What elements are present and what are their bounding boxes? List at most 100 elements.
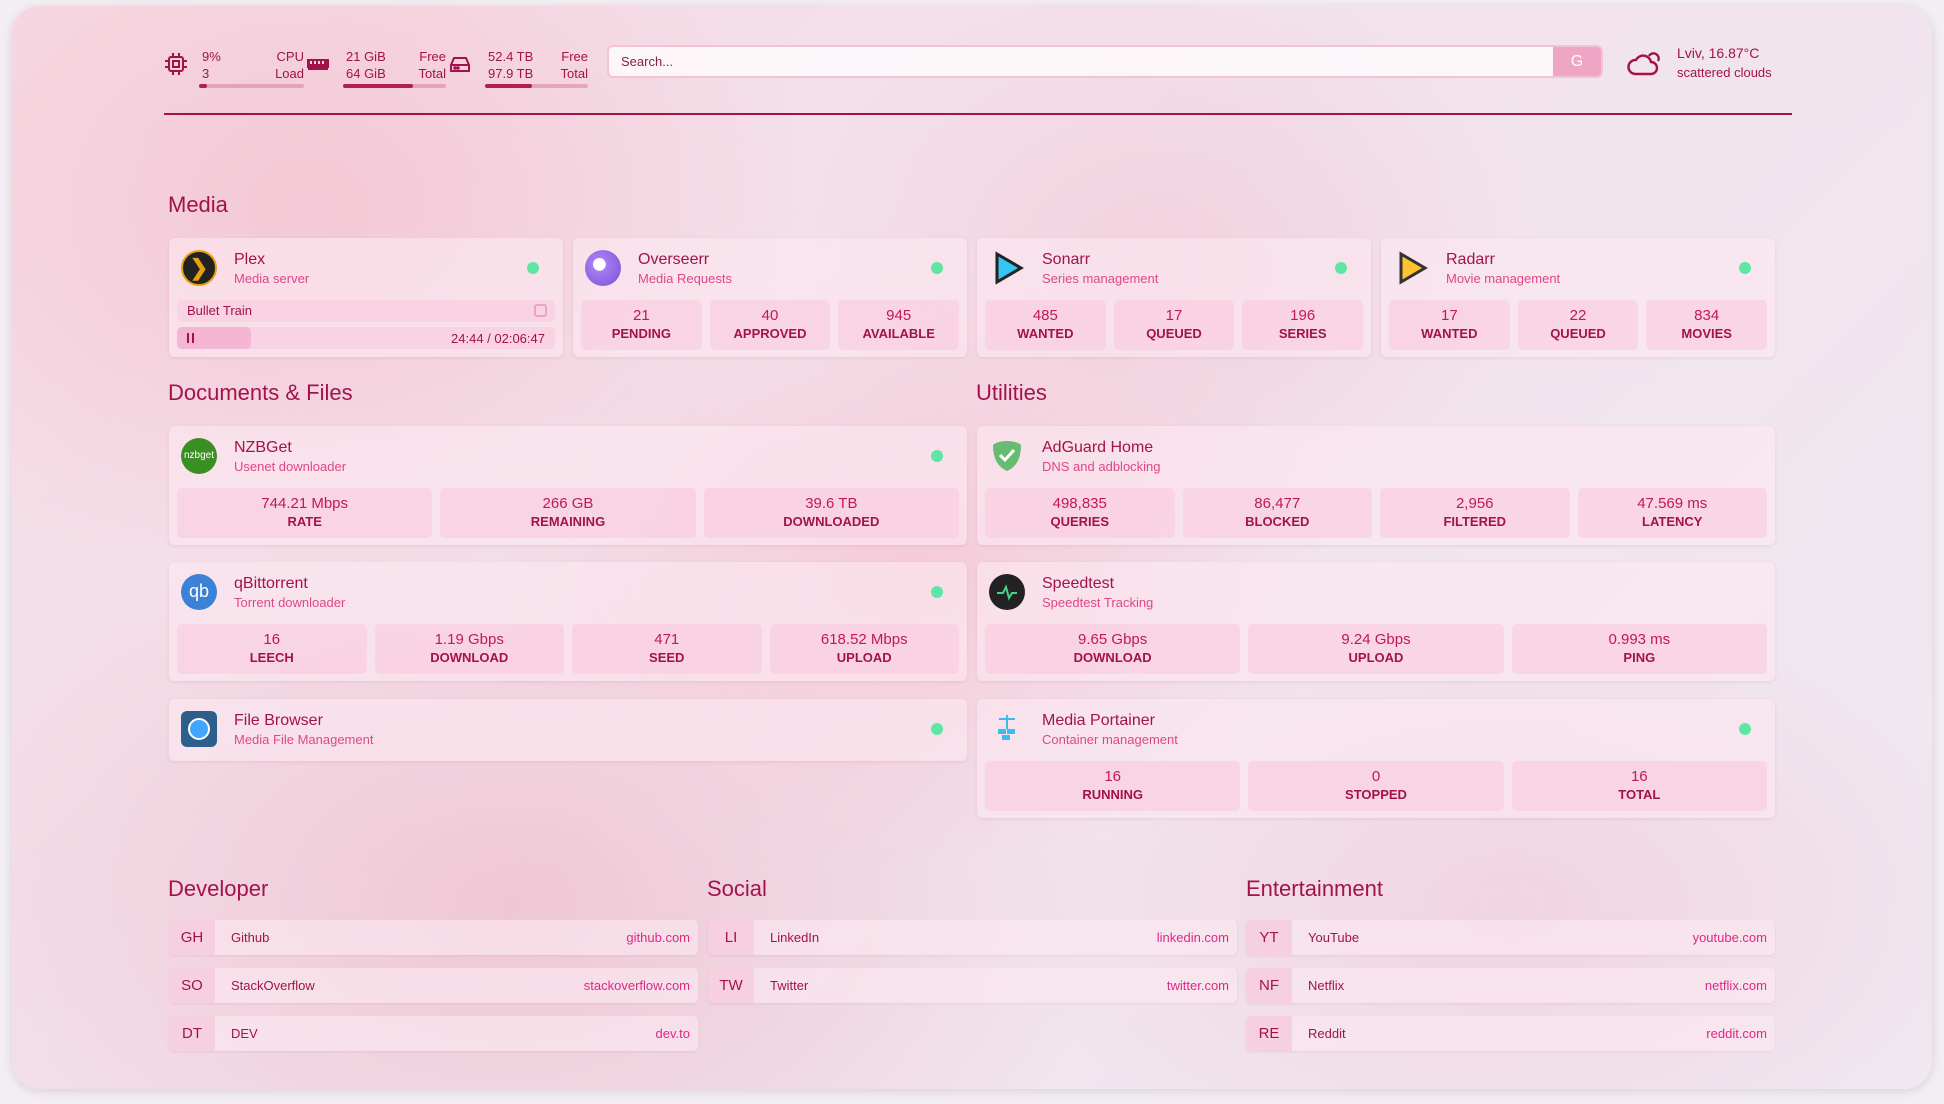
memory-total: 64 GiB: [346, 66, 386, 81]
stat-value: 618.52 Mbps: [820, 631, 908, 648]
portainer-icon: [989, 711, 1025, 747]
memory-bar-fill: [343, 84, 414, 88]
bookmark-netflix[interactable]: NF Netflix netflix.com: [1246, 968, 1775, 1003]
service-description: Speedtest Tracking: [1042, 595, 1154, 610]
cpu-icon: [165, 53, 187, 75]
stat-box: 945 AVAILABLE: [838, 300, 960, 350]
bookmark-url: twitter.com: [1166, 978, 1229, 993]
service-name[interactable]: AdGuard Home: [1042, 439, 1154, 456]
adguard-icon: [989, 438, 1025, 474]
stat-box: 16 RUNNING: [985, 761, 1241, 811]
bookmark-name: YouTube: [1308, 930, 1360, 945]
service-description: Series management: [1042, 271, 1159, 286]
bookmark-youtube[interactable]: YT YouTube youtube.com: [1246, 920, 1775, 955]
section-title-media: Media: [168, 192, 228, 217]
stat-label: REMAINING: [530, 514, 606, 529]
stat-value: 266 GB: [542, 495, 594, 512]
stat-label: LEECH: [249, 650, 294, 665]
bookmark-name: StackOverflow: [231, 978, 315, 993]
stat-box: 744.21 Mbps RATE: [177, 488, 433, 538]
section-title-developer: Developer: [168, 876, 269, 901]
service-name[interactable]: NZBGet: [234, 439, 292, 456]
service-card[interactable]: Media Portainer Container management 16 RUN…: [977, 699, 1775, 818]
service-card[interactable]: ❯ Plex Media server Bullet Train 24:44 / 02:…: [169, 238, 563, 357]
cpu-usage: 9%: [202, 49, 221, 64]
service-card[interactable]: qb qBittorrent Torrent downloader 16 LEECH 1.…: [169, 562, 967, 681]
stat-value: 16: [1104, 768, 1121, 785]
bookmark-abbreviation: DT: [169, 1016, 215, 1051]
stat-label: PING: [1623, 650, 1656, 665]
stat-value: 485: [1032, 307, 1058, 324]
service-stats: 744.21 Mbps RATE 266 GB REMAINING 39.6 TB DOW…: [177, 488, 959, 538]
bookmark-abbreviation: TW: [708, 968, 754, 1003]
service-name[interactable]: Radarr: [1446, 251, 1495, 268]
service-description: Media server: [234, 271, 310, 286]
stat-value: 86,477: [1254, 495, 1301, 512]
service-card[interactable]: Overseerr Media Requests 21 PENDING 40 APPROV…: [573, 238, 967, 357]
service-card[interactable]: Sonarr Series management 485 WANTED 17 QUEUED…: [977, 238, 1371, 357]
service-card[interactable]: AdGuard Home DNS and adblocking 498,835 QUE…: [977, 426, 1775, 545]
search-input[interactable]: [609, 47, 1539, 76]
stat-label: BLOCKED: [1245, 514, 1310, 529]
disk-widget: 52.4 TB 97.9 TB Free Total: [448, 42, 588, 90]
stat-box: 16 LEECH: [177, 624, 367, 674]
plex-icon: ❯: [181, 250, 217, 286]
service-name[interactable]: Speedtest: [1042, 575, 1115, 592]
stat-value: 39.6 TB: [805, 495, 858, 512]
service-card[interactable]: nzbget NZBGet Usenet downloader 744.21 Mbps…: [169, 426, 967, 545]
bookmark-linkedin[interactable]: LI LinkedIn linkedin.com: [708, 920, 1237, 955]
service-name[interactable]: qBittorrent: [234, 575, 308, 592]
stat-value: 22: [1569, 307, 1587, 324]
service-name[interactable]: File Browser: [234, 712, 323, 729]
stat-label: UPLOAD: [1348, 650, 1404, 665]
service-card[interactable]: File Browser Media File Management: [169, 699, 967, 761]
service-name[interactable]: Overseerr: [638, 251, 710, 268]
stat-value: 9.65 Gbps: [1078, 631, 1148, 648]
stat-label: MOVIES: [1681, 326, 1732, 341]
section-title-social: Social: [707, 876, 767, 901]
stat-label: QUERIES: [1050, 514, 1109, 529]
bookmark-twitter[interactable]: TW Twitter twitter.com: [708, 968, 1237, 1003]
disk-free: 52.4 TB: [488, 49, 534, 64]
bookmark-reddit[interactable]: RE Reddit reddit.com: [1246, 1016, 1775, 1051]
section-title-utilities: Utilities: [976, 380, 1047, 405]
stat-value: 16: [263, 631, 281, 648]
bookmark-abbreviation: NF: [1246, 968, 1292, 1003]
bookmark-name: LinkedIn: [770, 930, 820, 945]
service-name[interactable]: Media Portainer: [1042, 712, 1155, 729]
stat-value: 498,835: [1052, 495, 1107, 512]
stat-label: RATE: [287, 514, 322, 529]
status-indicator: [931, 262, 943, 274]
stat-value: 16: [1630, 768, 1648, 785]
stat-box: 17 QUEUED: [1113, 300, 1235, 350]
cpu-load: 3: [202, 66, 210, 81]
service-description: Media File Management: [234, 732, 374, 747]
stat-label: AVAILABLE: [862, 326, 935, 341]
stat-value: 17: [1165, 307, 1183, 324]
bookmark-abbreviation: YT: [1246, 920, 1292, 955]
service-stats: 16 RUNNING 0 STOPPED 16 TOTAL: [985, 761, 1767, 811]
bookmark-abbreviation: SO: [169, 968, 215, 1003]
bookmark-abbreviation: LI: [708, 920, 754, 955]
stat-box: 498,835 QUERIES: [985, 488, 1175, 538]
stream-info-icon[interactable]: [534, 304, 547, 317]
bookmark-github[interactable]: GH Github github.com: [169, 920, 698, 955]
stat-value: 945: [886, 307, 912, 324]
service-description: Torrent downloader: [234, 595, 346, 610]
service-name[interactable]: Sonarr: [1042, 251, 1091, 268]
service-card[interactable]: Speedtest Speedtest Tracking 9.65 Gbps DOWN…: [977, 562, 1775, 681]
search-bar: G: [607, 45, 1603, 78]
weather-condition: scattered clouds: [1677, 65, 1772, 80]
bookmark-stackoverflow[interactable]: SO StackOverflow stackoverflow.com: [169, 968, 698, 1003]
search-engine-button[interactable]: G: [1553, 47, 1601, 76]
service-name[interactable]: Plex: [234, 251, 266, 268]
overseerr-icon: [585, 250, 621, 286]
stat-label: WANTED: [1017, 326, 1074, 341]
stat-box: 485 WANTED: [985, 300, 1106, 350]
stat-box: 834 MOVIES: [1646, 300, 1768, 350]
pause-icon[interactable]: [187, 333, 194, 343]
stat-box: 9.24 Gbps UPLOAD: [1248, 624, 1504, 674]
service-card[interactable]: Radarr Movie management 17 WANTED 22 QUEUED 83…: [1381, 238, 1775, 357]
stat-value: 834: [1694, 307, 1720, 324]
bookmark-dev[interactable]: DT DEV dev.to: [169, 1016, 698, 1051]
